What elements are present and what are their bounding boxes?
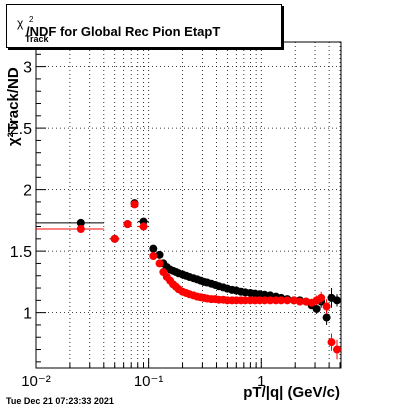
y-tick-label: 2 bbox=[23, 183, 32, 200]
x-axis-label: pT/|q| (GeV/c) bbox=[243, 384, 340, 401]
data-point bbox=[277, 296, 286, 305]
axis-ticks bbox=[35, 41, 341, 368]
data-point bbox=[322, 302, 331, 311]
title-chi: χ bbox=[17, 16, 24, 30]
data-point bbox=[312, 304, 321, 313]
data-point bbox=[139, 222, 148, 231]
timestamp: Tue Dec 21 07:23:33 2021 bbox=[6, 396, 114, 406]
data-point bbox=[76, 224, 85, 233]
data-point bbox=[110, 234, 119, 243]
data-point bbox=[149, 252, 158, 261]
data-series bbox=[36, 199, 342, 360]
data-point bbox=[260, 296, 269, 305]
data-point bbox=[283, 296, 292, 305]
data-point bbox=[295, 297, 304, 306]
chart-title-box: χ 2 Track /NDF for Global Rec Pion EtapT bbox=[6, 4, 282, 48]
y-axis-label: χ²Track/ND bbox=[5, 67, 22, 146]
data-point bbox=[322, 313, 331, 322]
data-point bbox=[76, 218, 85, 227]
series-1 bbox=[36, 200, 342, 360]
data-point bbox=[317, 293, 326, 302]
grid-lines bbox=[35, 42, 341, 368]
data-point bbox=[333, 345, 342, 354]
y-tick-label: 3 bbox=[23, 60, 32, 77]
chart-title: /NDF for Global Rec Pion EtapT bbox=[26, 24, 221, 39]
y-tick-label: 1.5 bbox=[10, 244, 32, 261]
data-point bbox=[149, 244, 158, 253]
x-tick-label: 10⁻¹ bbox=[134, 373, 164, 390]
x-tick-label: 1 bbox=[257, 373, 265, 390]
data-point bbox=[130, 200, 139, 209]
data-point bbox=[123, 220, 132, 229]
y-tick-label: 2.5 bbox=[10, 121, 32, 138]
tick-labels: 10⁻² 10⁻¹ 1 1 1.5 2 2.5 3 bbox=[10, 60, 266, 390]
data-point bbox=[333, 296, 342, 305]
data-point bbox=[155, 259, 164, 268]
y-tick-label: 1 bbox=[23, 306, 32, 323]
title-sup: 2 bbox=[29, 15, 34, 24]
data-point bbox=[266, 296, 275, 305]
title-sub: Track bbox=[25, 34, 49, 44]
y-axis-label-wrap: χ²Track/ND bbox=[3, 60, 25, 180]
data-point bbox=[327, 338, 336, 347]
data-point bbox=[155, 250, 164, 259]
x-tick-label: 10⁻² bbox=[21, 373, 51, 390]
